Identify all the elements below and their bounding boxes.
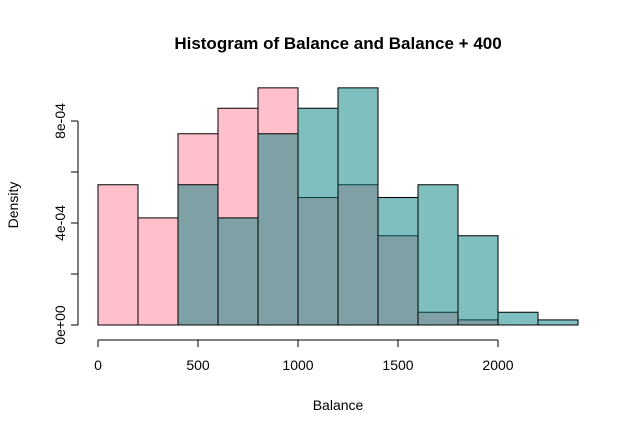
- histogram-bar: [417, 184, 459, 326]
- histogram-bar: [337, 87, 379, 326]
- y-axis-label: Density: [5, 182, 21, 229]
- histogram-bar: [177, 184, 219, 326]
- histogram-bar: [457, 235, 499, 326]
- x-tick-label: 1500: [382, 357, 413, 373]
- x-tick-label: 1000: [282, 357, 313, 373]
- series-2: [177, 87, 579, 326]
- histogram-bar: [497, 311, 539, 326]
- histogram-bar: [217, 217, 259, 326]
- y-tick-label: 8e-04: [52, 103, 68, 139]
- chart-title: Histogram of Balance and Balance + 400: [174, 34, 501, 53]
- histogram-bar: [377, 197, 419, 326]
- histogram-bar: [537, 319, 579, 326]
- histogram-bar: [97, 184, 139, 326]
- y-tick-label: 0e+00: [52, 305, 68, 345]
- x-axis: 0 500 1000 1500 2000: [94, 339, 514, 373]
- histogram-bar: [257, 133, 299, 326]
- y-axis: 0e+00 4e-04 8e-04: [52, 103, 79, 345]
- histogram-bar: [137, 217, 179, 326]
- x-tick-label: 0: [94, 357, 102, 373]
- x-axis-label: Balance: [313, 397, 364, 413]
- y-tick-label: 4e-04: [52, 205, 68, 241]
- x-tick-label: 2000: [482, 357, 513, 373]
- bars-layer: [97, 87, 579, 326]
- histogram-bar: [297, 107, 339, 326]
- x-tick-label: 500: [186, 357, 210, 373]
